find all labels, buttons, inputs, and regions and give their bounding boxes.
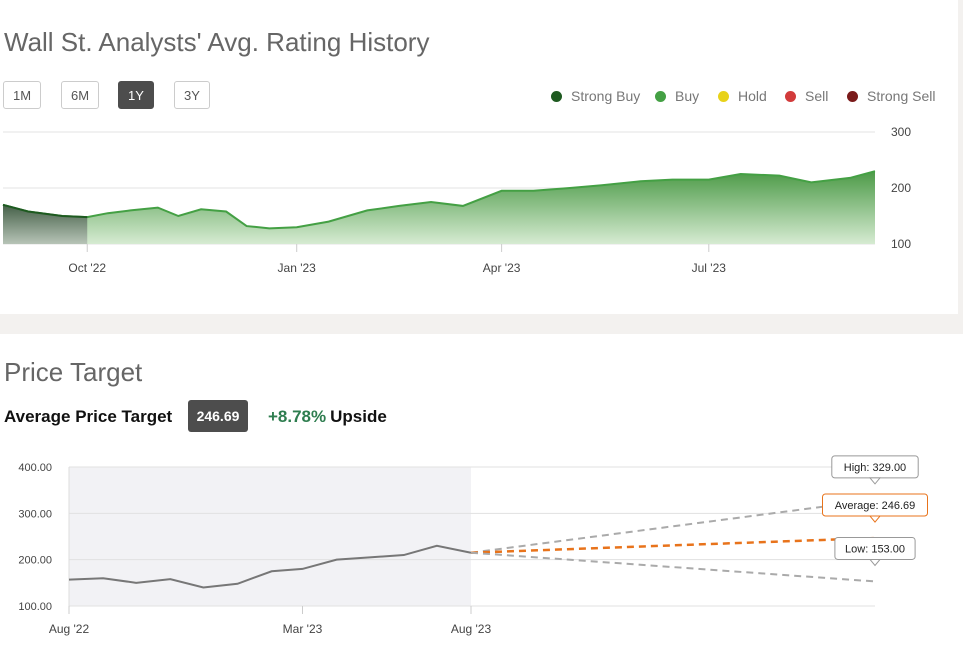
low-line <box>470 551 876 583</box>
history-region <box>69 467 471 606</box>
x-tick-label: Oct '22 <box>68 261 106 275</box>
average-callout-label: Average: 246.69 <box>835 500 916 512</box>
y-tick-label: 400.00 <box>18 462 52 474</box>
y-tick-label: 200.00 <box>18 555 52 567</box>
price-target-title: Price Target <box>4 357 143 387</box>
legend-hold-dot <box>718 90 729 102</box>
upside-percent: +8.78% <box>268 407 327 426</box>
high-callout-label: High: 329.00 <box>844 462 906 474</box>
legend-hold[interactable]: Hold <box>718 88 767 104</box>
x-tick-label: Jan '23 <box>278 261 317 275</box>
legend-buy-label: Buy <box>675 88 700 104</box>
upside-text: +8.78% Upside <box>268 407 387 427</box>
legend-strong-buy-label: Strong Buy <box>571 88 641 104</box>
legend-hold-label: Hold <box>738 88 767 104</box>
low-callout: Low: 153.00 <box>834 536 916 567</box>
high-line <box>470 498 876 554</box>
average-line <box>470 536 876 554</box>
x-tick-label: Mar '23 <box>283 622 323 636</box>
x-tick-label: Aug '23 <box>451 622 492 636</box>
high-callout: High: 329.00 <box>831 455 919 485</box>
range-6m-button[interactable]: 6M <box>61 81 99 109</box>
legend-sell[interactable]: Sell <box>785 88 828 104</box>
y-tick-label: 200 <box>891 181 911 195</box>
y-tick-label: 100.00 <box>18 601 52 613</box>
legend-strong-buy-dot <box>551 90 562 102</box>
legend-sell-dot <box>785 90 796 102</box>
low-callout-pointer <box>868 558 882 567</box>
range-1m-button[interactable]: 1M <box>3 81 41 109</box>
y-tick-label: 100 <box>891 237 911 251</box>
x-tick-label: Jul '23 <box>692 261 727 275</box>
buy-line <box>2 170 876 230</box>
legend-sell-label: Sell <box>805 88 829 104</box>
legend-strong-sell-label: Strong Sell <box>867 88 936 104</box>
rating-history-chart: Oct '22 Jan '23 Apr '23 Jul '23 100 200 300 <box>2 125 911 275</box>
rating-history-card: Wall St. Analysts' Avg. Rating History 1… <box>0 0 958 314</box>
average-price-target-badge: 246.69 <box>188 400 248 432</box>
average-callout-pointer <box>868 515 882 523</box>
buy-area <box>3 171 875 244</box>
legend-buy[interactable]: Buy <box>655 88 699 104</box>
y-tick-label: 300.00 <box>18 508 52 520</box>
strong-buy-line <box>2 203 88 219</box>
legend-strong-buy[interactable]: Strong Buy <box>551 88 640 104</box>
price-target-chart: Aug '22 Mar '23 Aug '23 100.00 200.00 300.00… <box>18 455 928 636</box>
legend-strong-sell[interactable]: Strong Sell <box>847 88 935 104</box>
x-tick-label: Apr '23 <box>483 261 521 275</box>
range-1y-button[interactable]: 1Y <box>118 81 154 109</box>
average-price-target-label: Average Price Target <box>4 407 173 426</box>
x-tick-label: Aug '22 <box>49 622 90 636</box>
price-target-card: Price Target Average Price Target 246.69… <box>0 334 963 657</box>
low-callout-label: Low: 153.00 <box>845 543 905 555</box>
price-line <box>68 544 472 589</box>
strong-buy-area <box>3 204 88 244</box>
y-tick-label: 300 <box>891 125 911 139</box>
upside-label: Upside <box>330 407 387 426</box>
high-callout-pointer <box>868 477 882 485</box>
range-3y-button[interactable]: 3Y <box>174 81 210 109</box>
legend-buy-dot <box>655 90 666 102</box>
rating-history-title: Wall St. Analysts' Avg. Rating History <box>4 27 430 57</box>
average-callout: Average: 246.69 <box>822 493 928 523</box>
legend-strong-sell-dot <box>847 90 858 102</box>
